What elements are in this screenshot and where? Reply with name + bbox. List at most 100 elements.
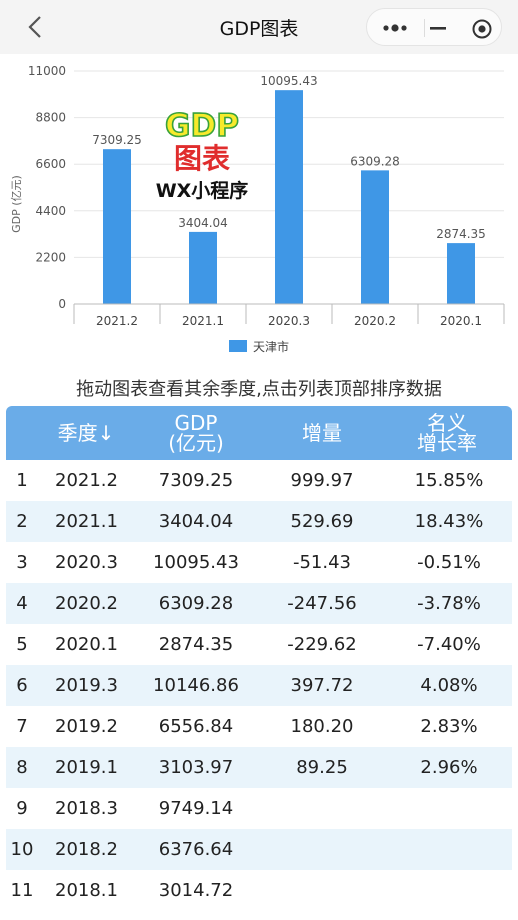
row-quarter: 2018.2 bbox=[55, 839, 118, 860]
watermark-gdp: GDP bbox=[165, 108, 239, 144]
row-gdp: 9749.14 bbox=[158, 798, 234, 819]
header-gdp[interactable]: GDP (亿元) bbox=[154, 406, 238, 460]
target-close-icon bbox=[472, 19, 492, 39]
bar bbox=[447, 243, 475, 304]
close-button[interactable] bbox=[471, 18, 493, 40]
y-tick-label: 2200 bbox=[35, 250, 66, 264]
row-gdp: 10146.86 bbox=[153, 675, 239, 696]
x-tick-label: 2020.2 bbox=[354, 314, 396, 328]
row-rate: 2.96% bbox=[420, 757, 478, 778]
minimize-button[interactable] bbox=[427, 19, 449, 37]
table-row: 7 2019.2 6556.84 180.20 2.83% bbox=[6, 706, 512, 747]
table-row: 8 2019.1 3103.97 89.25 2.96% bbox=[6, 747, 512, 788]
row-quarter: 2021.1 bbox=[55, 511, 118, 532]
capsule-divider bbox=[424, 19, 425, 37]
back-button[interactable] bbox=[20, 12, 50, 42]
row-index: 8 bbox=[16, 757, 28, 778]
row-index: 11 bbox=[10, 880, 34, 901]
row-gdp: 6309.28 bbox=[158, 593, 234, 614]
row-index: 1 bbox=[16, 470, 28, 491]
row-rate: 15.85% bbox=[414, 470, 484, 491]
row-gdp: 3404.04 bbox=[158, 511, 234, 532]
row-index: 7 bbox=[16, 716, 28, 737]
row-gdp: 2874.35 bbox=[158, 634, 234, 655]
header-increase[interactable]: 增量 bbox=[282, 406, 362, 460]
x-tick-label: 2020.1 bbox=[440, 314, 482, 328]
row-rate: 2.83% bbox=[420, 716, 478, 737]
more-button[interactable] bbox=[381, 19, 409, 37]
row-increase: 529.69 bbox=[290, 511, 354, 532]
header-growth-rate[interactable]: 名义 增长率 bbox=[402, 406, 492, 460]
row-increase: 89.25 bbox=[296, 757, 348, 778]
bar bbox=[189, 231, 217, 304]
row-index: 10 bbox=[10, 839, 34, 860]
gdp-bar-chart[interactable]: 0 2200 4400 6600 8800 11000 GDP (亿元) 7309.25 3… bbox=[0, 56, 518, 366]
table-row: 1 2021.2 7309.25 999.97 15.85% bbox=[6, 460, 512, 501]
header-gdp-unit: (亿元) bbox=[168, 431, 224, 455]
row-index: 2 bbox=[16, 511, 28, 532]
data-label: 10095.43 bbox=[260, 74, 317, 88]
row-quarter: 2018.1 bbox=[55, 880, 118, 901]
row-quarter: 2021.2 bbox=[55, 470, 118, 491]
header-rate-line2: 增长率 bbox=[417, 431, 477, 455]
table-header: 季度↓ GDP (亿元) 增量 名义 增长率 bbox=[6, 406, 512, 460]
watermark-app: WX小程序 bbox=[156, 179, 249, 202]
x-tick-label: 2021.1 bbox=[182, 314, 224, 328]
x-tick-label: 2020.3 bbox=[268, 314, 310, 328]
row-increase: -51.43 bbox=[292, 552, 352, 573]
row-gdp: 6376.64 bbox=[158, 839, 234, 860]
x-tick-label: 2021.2 bbox=[96, 314, 138, 328]
table-row: 2 2021.1 3404.04 529.69 18.43% bbox=[6, 501, 512, 542]
row-quarter: 2020.1 bbox=[55, 634, 118, 655]
row-gdp: 10095.43 bbox=[153, 552, 239, 573]
y-tick-label: 6600 bbox=[35, 157, 66, 171]
table-row: 9 2018.3 9749.14 bbox=[6, 788, 512, 829]
row-rate: 18.43% bbox=[414, 511, 484, 532]
row-increase: 180.20 bbox=[290, 716, 354, 737]
row-increase: 397.72 bbox=[290, 675, 354, 696]
table-row: 10 2018.2 6376.64 bbox=[6, 829, 512, 870]
row-quarter: 2019.2 bbox=[55, 716, 118, 737]
row-index: 5 bbox=[16, 634, 28, 655]
chart-legend[interactable]: 天津市 bbox=[229, 339, 289, 354]
y-tick-label: 11000 bbox=[28, 64, 66, 78]
watermark-chart: 图表 bbox=[174, 142, 230, 175]
header-quarter-label: 季度↓ bbox=[57, 421, 115, 445]
row-increase: 999.97 bbox=[290, 470, 354, 491]
bar bbox=[275, 90, 303, 305]
row-index: 6 bbox=[16, 675, 28, 696]
row-gdp: 3014.72 bbox=[158, 880, 234, 901]
table-body: 1 2021.2 7309.25 999.97 15.85% 2 2021.1 … bbox=[6, 460, 512, 911]
header-increase-label: 增量 bbox=[302, 421, 342, 445]
legend-swatch bbox=[229, 340, 247, 352]
minimize-icon bbox=[430, 27, 446, 30]
row-quarter: 2020.2 bbox=[55, 593, 118, 614]
row-gdp: 6556.84 bbox=[158, 716, 234, 737]
data-label: 2874.35 bbox=[436, 227, 486, 241]
y-axis-label: GDP (亿元) bbox=[10, 175, 23, 233]
row-quarter: 2019.1 bbox=[55, 757, 118, 778]
row-rate: -7.40% bbox=[417, 634, 481, 655]
row-quarter: 2018.3 bbox=[55, 798, 118, 819]
page-title: GDP图表 bbox=[219, 18, 299, 40]
legend-label: 天津市 bbox=[253, 339, 289, 354]
row-gdp: 7309.25 bbox=[158, 470, 234, 491]
row-increase: -229.62 bbox=[287, 634, 357, 655]
top-bar: GDP图表 bbox=[0, 0, 518, 54]
more-dots-icon bbox=[383, 24, 407, 32]
row-index: 9 bbox=[16, 798, 28, 819]
bar bbox=[361, 170, 389, 304]
header-gdp-label: GDP bbox=[174, 411, 218, 435]
header-quarter[interactable]: 季度↓ bbox=[46, 406, 126, 460]
data-label: 7309.25 bbox=[92, 133, 142, 147]
row-quarter: 2020.3 bbox=[55, 552, 118, 573]
row-increase: -247.56 bbox=[287, 593, 357, 614]
chevron-left-icon bbox=[28, 16, 41, 38]
row-gdp: 3103.97 bbox=[158, 757, 234, 778]
table-row: 3 2020.3 10095.43 -51.43 -0.51% bbox=[6, 542, 512, 583]
watermark-logo: GDP 图表 WX小程序 bbox=[156, 107, 249, 202]
bar bbox=[103, 149, 131, 304]
row-rate: -0.51% bbox=[417, 552, 481, 573]
row-index: 4 bbox=[16, 593, 28, 614]
table-row: 5 2020.1 2874.35 -229.62 -7.40% bbox=[6, 624, 512, 665]
